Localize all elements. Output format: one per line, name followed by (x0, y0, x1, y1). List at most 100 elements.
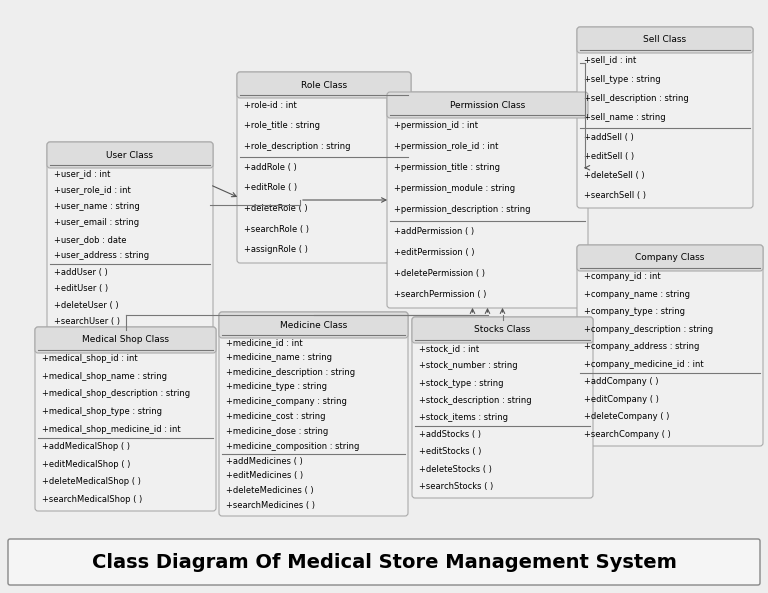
Text: +addMedicalShop ( ): +addMedicalShop ( ) (42, 442, 130, 451)
Text: +deleteSell ( ): +deleteSell ( ) (584, 171, 644, 180)
Text: +permission_role_id : int: +permission_role_id : int (394, 142, 498, 151)
Text: +medical_shop_type : string: +medical_shop_type : string (42, 407, 162, 416)
FancyBboxPatch shape (35, 327, 216, 511)
Text: +medical_shop_description : string: +medical_shop_description : string (42, 390, 190, 398)
FancyBboxPatch shape (35, 327, 216, 353)
Text: +sell_name : string: +sell_name : string (584, 113, 666, 122)
Text: +permission_title : string: +permission_title : string (394, 163, 500, 173)
Text: +searchRole ( ): +searchRole ( ) (244, 225, 309, 234)
FancyBboxPatch shape (387, 92, 588, 308)
Text: +editRole ( ): +editRole ( ) (244, 183, 297, 192)
FancyBboxPatch shape (219, 312, 408, 516)
Text: +user_email : string: +user_email : string (54, 218, 139, 227)
Text: Sell Class: Sell Class (644, 36, 687, 44)
Text: +deleteStocks ( ): +deleteStocks ( ) (419, 465, 492, 474)
Text: User Class: User Class (107, 151, 154, 160)
Text: +sell_id : int: +sell_id : int (584, 55, 636, 64)
Text: +medicine_id : int: +medicine_id : int (226, 338, 303, 347)
Text: +searchCompany ( ): +searchCompany ( ) (584, 430, 670, 439)
Text: +searchUser ( ): +searchUser ( ) (54, 317, 120, 326)
FancyBboxPatch shape (577, 27, 753, 53)
Text: +deleteMedicalShop ( ): +deleteMedicalShop ( ) (42, 477, 141, 486)
FancyBboxPatch shape (47, 142, 213, 168)
Text: +addMedicines ( ): +addMedicines ( ) (226, 457, 303, 466)
Text: +company_description : string: +company_description : string (584, 325, 713, 334)
Text: +editMedicines ( ): +editMedicines ( ) (226, 471, 303, 480)
Text: +editCompany ( ): +editCompany ( ) (584, 395, 659, 404)
Text: +editSell ( ): +editSell ( ) (584, 152, 634, 161)
Text: Permission Class: Permission Class (450, 100, 525, 110)
Text: +medical_shop_medicine_id : int: +medical_shop_medicine_id : int (42, 425, 180, 433)
FancyBboxPatch shape (237, 72, 411, 263)
Text: Medical Shop Class: Medical Shop Class (82, 336, 169, 345)
Text: +role_description : string: +role_description : string (244, 142, 350, 151)
FancyBboxPatch shape (577, 245, 763, 271)
FancyBboxPatch shape (412, 317, 593, 498)
Text: +searchPermission ( ): +searchPermission ( ) (394, 290, 486, 299)
Text: +company_address : string: +company_address : string (584, 342, 700, 351)
Text: +deleteCompany ( ): +deleteCompany ( ) (584, 412, 670, 421)
Text: +user_role_id : int: +user_role_id : int (54, 185, 131, 195)
Text: +medicine_description : string: +medicine_description : string (226, 368, 355, 377)
Text: +user_address : string: +user_address : string (54, 251, 149, 260)
Text: +searchMedicalShop ( ): +searchMedicalShop ( ) (42, 495, 142, 503)
Text: +editStocks ( ): +editStocks ( ) (419, 448, 482, 457)
Text: +deleteUser ( ): +deleteUser ( ) (54, 301, 118, 310)
Text: Class Diagram Of Medical Store Management System: Class Diagram Of Medical Store Managemen… (91, 553, 677, 572)
Text: +searchSell ( ): +searchSell ( ) (584, 191, 646, 200)
Text: +searchMedicines ( ): +searchMedicines ( ) (226, 501, 315, 510)
FancyBboxPatch shape (237, 72, 411, 98)
Text: +stock_number : string: +stock_number : string (419, 361, 518, 371)
Text: +medicine_name : string: +medicine_name : string (226, 353, 332, 362)
Text: +role-id : int: +role-id : int (244, 101, 296, 110)
Text: +medicine_type : string: +medicine_type : string (226, 382, 327, 391)
FancyBboxPatch shape (8, 539, 760, 585)
Text: +searchStocks ( ): +searchStocks ( ) (419, 482, 493, 491)
Text: +editUser ( ): +editUser ( ) (54, 284, 108, 294)
Text: +stock_id : int: +stock_id : int (419, 344, 479, 353)
Text: +role_title : string: +role_title : string (244, 122, 320, 130)
Text: +stock_items : string: +stock_items : string (419, 413, 508, 422)
Text: +deletePermission ( ): +deletePermission ( ) (394, 269, 485, 278)
Text: +company_medicine_id : int: +company_medicine_id : int (584, 360, 703, 369)
Text: +user_dob : date: +user_dob : date (54, 235, 127, 244)
Text: +editMedicalShop ( ): +editMedicalShop ( ) (42, 460, 131, 468)
Text: +addRole ( ): +addRole ( ) (244, 162, 296, 172)
Text: +permission_id : int: +permission_id : int (394, 121, 478, 130)
Text: +addUser ( ): +addUser ( ) (54, 268, 108, 277)
Text: +medicine_company : string: +medicine_company : string (226, 397, 347, 406)
Text: +permission_module : string: +permission_module : string (394, 184, 515, 193)
Text: +medical_shop_name : string: +medical_shop_name : string (42, 372, 167, 381)
Text: Medicine Class: Medicine Class (280, 320, 347, 330)
Text: +medicine_cost : string: +medicine_cost : string (226, 412, 326, 421)
Text: +user_id : int: +user_id : int (54, 169, 111, 178)
Text: +addStocks ( ): +addStocks ( ) (419, 431, 481, 439)
FancyBboxPatch shape (577, 27, 753, 208)
FancyBboxPatch shape (47, 142, 213, 333)
Text: Role Class: Role Class (301, 81, 347, 90)
Text: +company_type : string: +company_type : string (584, 307, 685, 316)
Text: +sell_description : string: +sell_description : string (584, 94, 689, 103)
Text: +stock_type : string: +stock_type : string (419, 378, 504, 388)
Text: Stocks Class: Stocks Class (475, 326, 531, 334)
Text: +stock_description : string: +stock_description : string (419, 396, 531, 405)
Text: +user_name : string: +user_name : string (54, 202, 140, 211)
Text: +sell_type : string: +sell_type : string (584, 75, 660, 84)
Text: +permission_description : string: +permission_description : string (394, 206, 531, 215)
Text: +addPermission ( ): +addPermission ( ) (394, 227, 474, 235)
FancyBboxPatch shape (412, 317, 593, 343)
Text: +medical_shop_id : int: +medical_shop_id : int (42, 354, 137, 364)
Text: +addCompany ( ): +addCompany ( ) (584, 377, 658, 386)
Text: +deleteMedicines ( ): +deleteMedicines ( ) (226, 486, 313, 495)
Text: +editPermission ( ): +editPermission ( ) (394, 248, 475, 257)
Text: +medicine_composition : string: +medicine_composition : string (226, 442, 359, 451)
Text: +assignRole ( ): +assignRole ( ) (244, 245, 308, 254)
Text: +medicine_dose : string: +medicine_dose : string (226, 427, 328, 436)
Text: +addSell ( ): +addSell ( ) (584, 133, 634, 142)
Text: +deleteRole ( ): +deleteRole ( ) (244, 204, 308, 213)
FancyBboxPatch shape (387, 92, 588, 118)
FancyBboxPatch shape (577, 245, 763, 446)
Text: +company_id : int: +company_id : int (584, 272, 660, 281)
Text: +company_name : string: +company_name : string (584, 290, 690, 299)
FancyBboxPatch shape (219, 312, 408, 338)
